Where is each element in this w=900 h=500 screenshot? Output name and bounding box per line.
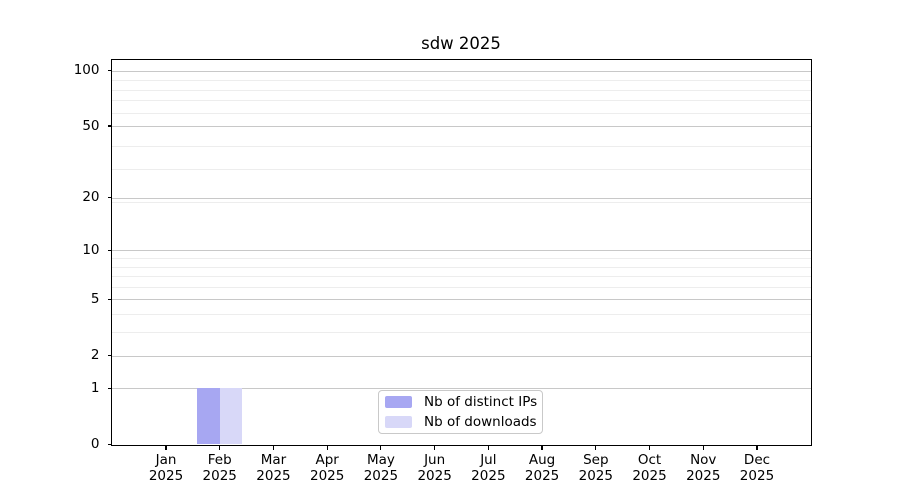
plot-border-bottom <box>110 444 812 446</box>
y-tick-label: 20 <box>82 189 100 206</box>
bar-downloads <box>219 388 243 445</box>
x-tick-mark <box>434 445 436 451</box>
gridline-minor <box>112 314 811 316</box>
y-tick-label: 0 <box>90 436 100 452</box>
x-tick-label: Dec 2025 <box>739 452 775 484</box>
plot-border-left <box>110 59 112 446</box>
x-tick-label: Sep 2025 <box>578 452 613 484</box>
legend: Nb of distinct IPs Nb of downloads <box>378 390 543 434</box>
y-tick-label: 100 <box>73 62 100 79</box>
y-tick-mark <box>107 249 112 251</box>
x-tick-label: Mar 2025 <box>256 452 291 484</box>
y-tick-mark <box>107 125 112 127</box>
y-tick-label: 5 <box>90 290 100 307</box>
y-tick-label: 2 <box>90 347 100 364</box>
x-tick-label: Feb 2025 <box>202 452 237 484</box>
bar-distinct-ips <box>197 388 220 445</box>
legend-label-downloads: Nb of downloads <box>424 414 537 430</box>
gridline-minor <box>112 145 811 147</box>
x-tick-mark <box>756 445 758 451</box>
x-tick-mark <box>165 445 167 451</box>
x-tick-mark <box>541 445 543 451</box>
gridline-minor <box>112 258 811 259</box>
legend-item-downloads: Nb of downloads <box>379 413 542 431</box>
x-tick-mark <box>487 445 489 451</box>
gridline-major <box>112 355 811 357</box>
x-tick-label: Apr 2025 <box>309 452 345 484</box>
x-tick-mark <box>326 445 328 451</box>
gridline-minor <box>112 266 811 268</box>
gridline-major <box>112 299 811 301</box>
x-tick-mark <box>648 445 651 451</box>
gridline-minor <box>112 332 811 334</box>
x-tick-mark <box>702 445 704 451</box>
x-tick-mark <box>272 445 275 451</box>
x-tick-label: Jun 2025 <box>417 452 452 484</box>
gridline-minor <box>112 286 811 288</box>
plot-border-right <box>810 59 812 446</box>
gridline-major <box>112 197 811 199</box>
gridline-major <box>112 70 811 72</box>
gridline-minor <box>112 201 811 203</box>
y-tick-label: 50 <box>82 117 100 134</box>
gridline-major <box>112 126 811 128</box>
gridline-minor <box>112 89 811 91</box>
legend-swatch-distinct-ips <box>385 396 412 408</box>
x-tick-label: Jul 2025 <box>471 452 506 484</box>
x-tick-label: Aug 2025 <box>524 452 560 484</box>
legend-label-distinct-ips: Nb of distinct IPs <box>424 394 538 410</box>
x-tick-mark <box>380 445 382 451</box>
y-tick-label: 10 <box>82 241 100 258</box>
y-tick-mark <box>107 197 112 199</box>
gridline-major <box>112 388 811 390</box>
x-tick-label: Jan 2025 <box>148 452 184 484</box>
x-tick-mark <box>219 445 221 451</box>
x-tick-label: May 2025 <box>363 452 399 484</box>
gridline-minor <box>112 100 811 102</box>
x-tick-label: Oct 2025 <box>632 452 667 484</box>
legend-swatch-downloads <box>385 416 412 428</box>
gridline-minor <box>112 276 811 278</box>
legend-item-distinct-ips: Nb of distinct IPs <box>379 393 542 411</box>
y-tick-mark <box>107 298 112 300</box>
x-tick-label: Nov 2025 <box>686 452 721 484</box>
gridline-minor <box>112 169 811 171</box>
y-tick-mark <box>107 354 112 357</box>
y-tick-mark <box>107 70 112 72</box>
gridline-major <box>112 250 811 252</box>
chart-title: sdw 2025 <box>421 34 501 53</box>
y-tick-mark <box>107 387 112 389</box>
gridline-minor <box>112 80 811 82</box>
y-tick-label: 1 <box>90 379 100 396</box>
x-tick-mark <box>595 445 597 451</box>
y-tick-mark <box>107 443 112 446</box>
gridline-minor <box>112 112 811 114</box>
plot-border-top <box>110 59 812 61</box>
